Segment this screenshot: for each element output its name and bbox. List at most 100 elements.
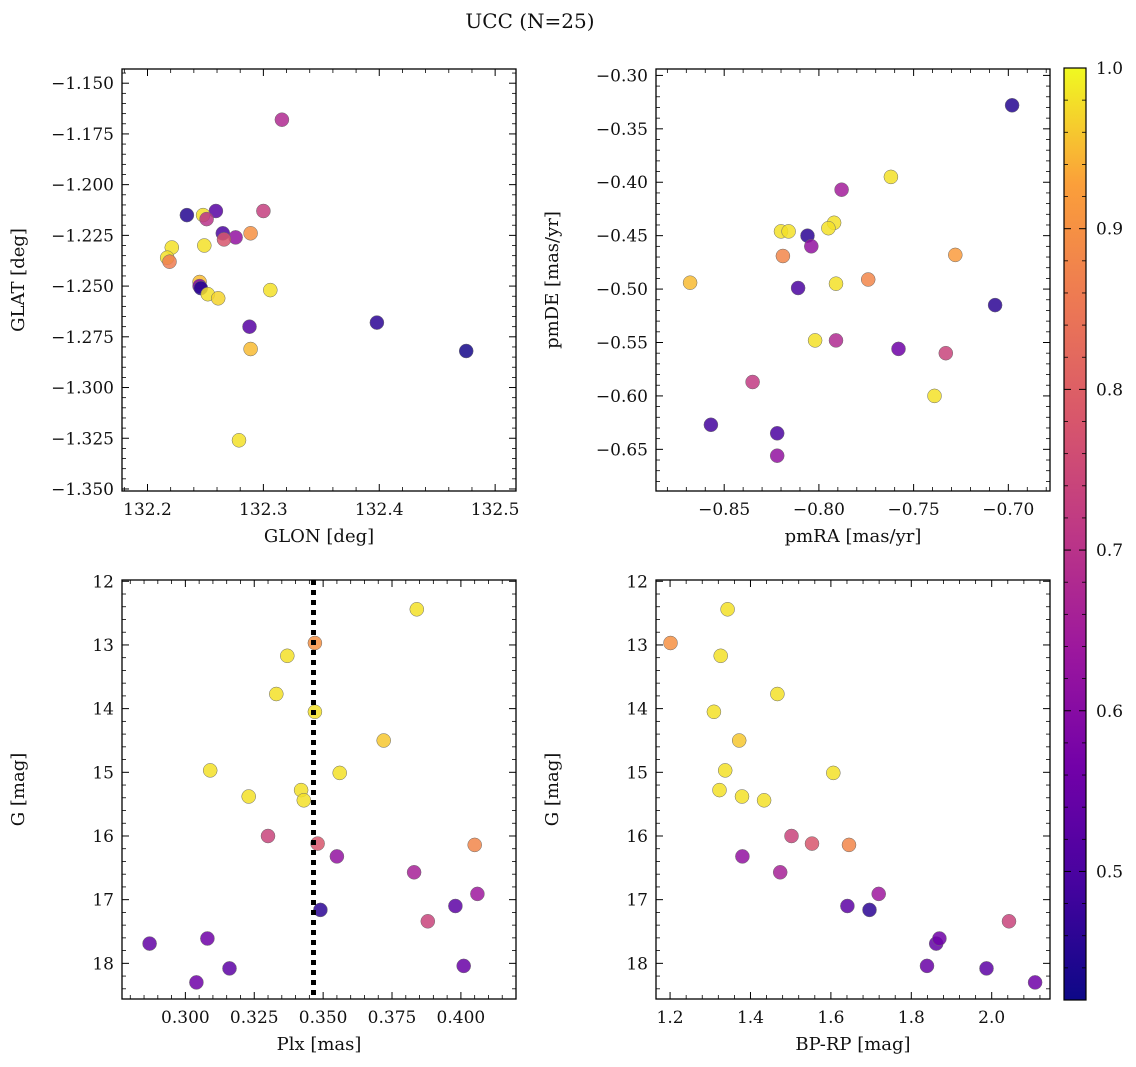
- y-tick-label: −1.250: [51, 277, 114, 297]
- data-point: [456, 958, 471, 974]
- x-tick-label: 132.2: [123, 500, 172, 520]
- data-point: [807, 333, 823, 348]
- data-point: [376, 733, 391, 748]
- y-tick-label: −0.65: [596, 440, 648, 460]
- data-point: [775, 248, 791, 264]
- plot-frame: [655, 68, 1051, 492]
- data-point: [781, 224, 796, 239]
- data-point: [804, 836, 820, 851]
- x-tick-label: −0.70: [982, 500, 1034, 520]
- data-point: [821, 220, 836, 236]
- y-tick-label: −1.225: [51, 226, 114, 246]
- data-point: [804, 239, 819, 254]
- data-point: [919, 958, 935, 974]
- data-point: [448, 898, 463, 914]
- y-tick-label: 15: [92, 763, 114, 783]
- data-point: [222, 961, 237, 976]
- x-tick-label: 1.4: [737, 1008, 764, 1028]
- colorbar-tick-label: 1.0: [1096, 59, 1123, 79]
- data-point: [1001, 914, 1017, 929]
- data-point: [199, 211, 214, 227]
- scatter-points: [663, 602, 1043, 990]
- data-point: [871, 886, 886, 902]
- data-point: [841, 837, 857, 853]
- x-axis-label: pmRA [mas/yr]: [785, 526, 922, 547]
- y-tick-label: −0.50: [596, 280, 648, 300]
- data-point: [735, 849, 750, 864]
- x-tick-label: −0.80: [793, 500, 845, 520]
- data-point: [987, 297, 1003, 313]
- x-tick-label: 2.0: [978, 1008, 1005, 1028]
- y-tick-label: −1.275: [51, 328, 114, 348]
- data-point: [731, 733, 747, 748]
- data-point: [772, 865, 788, 880]
- data-point: [329, 849, 345, 864]
- x-axis-label: GLON [deg]: [264, 526, 374, 547]
- y-tick-label: −1.325: [51, 429, 114, 449]
- data-point: [891, 341, 906, 357]
- x-axis-label: BP-RP [mag]: [795, 1034, 910, 1055]
- data-point: [369, 315, 385, 330]
- x-tick-label: −0.85: [698, 500, 750, 520]
- data-point: [263, 282, 278, 298]
- data-point: [828, 276, 844, 291]
- x-tick-label: 0.325: [230, 1008, 279, 1028]
- y-tick-label: 17: [626, 891, 648, 911]
- colorbar-tick-label: 0.6: [1096, 702, 1123, 722]
- x-tick-label: 132.4: [355, 500, 404, 520]
- data-point: [770, 686, 785, 702]
- scatter-points: [142, 602, 485, 990]
- data-point: [200, 931, 215, 946]
- panel-bottom-left: 0.300 0.325 0.350 0.375 0.400 12 13 14 15 16 17 18 P…: [8, 572, 517, 1055]
- data-point: [269, 686, 284, 702]
- y-tick-label: −0.40: [596, 173, 648, 193]
- data-point: [932, 931, 947, 946]
- y-tick-label: −0.30: [596, 66, 648, 86]
- y-tick-label: −1.175: [51, 125, 114, 145]
- data-point: [458, 343, 474, 359]
- y-tick-label: 15: [626, 763, 648, 783]
- y-tick-label: 18: [92, 954, 114, 974]
- data-point: [712, 782, 727, 798]
- data-point: [241, 789, 256, 804]
- x-tick-label: 0.375: [368, 1008, 417, 1028]
- data-point: [720, 602, 735, 617]
- figure-title: UCC (N=25): [465, 9, 594, 33]
- data-point: [1027, 975, 1043, 990]
- data-point: [467, 837, 482, 853]
- data-point: [663, 635, 678, 651]
- data-point: [210, 291, 226, 306]
- y-tick-label: −1.200: [51, 176, 114, 196]
- data-point: [979, 961, 994, 976]
- data-point: [420, 914, 436, 929]
- x-tick-label: 132.5: [471, 500, 520, 520]
- y-tick-label: 14: [626, 700, 648, 720]
- y-axis-label: GLAT [deg]: [8, 228, 29, 332]
- x-axis-label: Plx [mas]: [277, 1034, 362, 1055]
- y-tick-label: 12: [626, 572, 648, 592]
- x-tick-label: 1.8: [898, 1008, 925, 1028]
- data-point: [274, 112, 290, 127]
- y-tick-label: −0.55: [596, 333, 648, 353]
- plot-frame: [121, 579, 517, 1000]
- data-point: [256, 203, 271, 219]
- y-tick-label: −0.60: [596, 387, 648, 407]
- x-tick-label: 1.2: [657, 1008, 684, 1028]
- y-tick-label: 16: [92, 827, 114, 847]
- y-axis-label: G [mag]: [542, 753, 563, 826]
- data-point: [883, 169, 899, 185]
- data-point: [242, 319, 257, 334]
- y-axis-label: G [mag]: [8, 753, 29, 826]
- data-point: [216, 232, 232, 247]
- y-tick-label: 12: [92, 572, 114, 592]
- colorbar-tick-label: 0.9: [1096, 220, 1123, 240]
- data-point: [470, 886, 485, 902]
- data-point: [745, 374, 760, 390]
- data-point: [706, 704, 722, 720]
- data-point: [1004, 98, 1020, 113]
- data-point: [938, 345, 954, 361]
- data-point: [717, 763, 733, 778]
- data-point: [769, 448, 785, 463]
- panels: 132.2 132.3 132.4 132.5 −1.150 −1.175 −1.200 −1…: [8, 66, 1051, 1055]
